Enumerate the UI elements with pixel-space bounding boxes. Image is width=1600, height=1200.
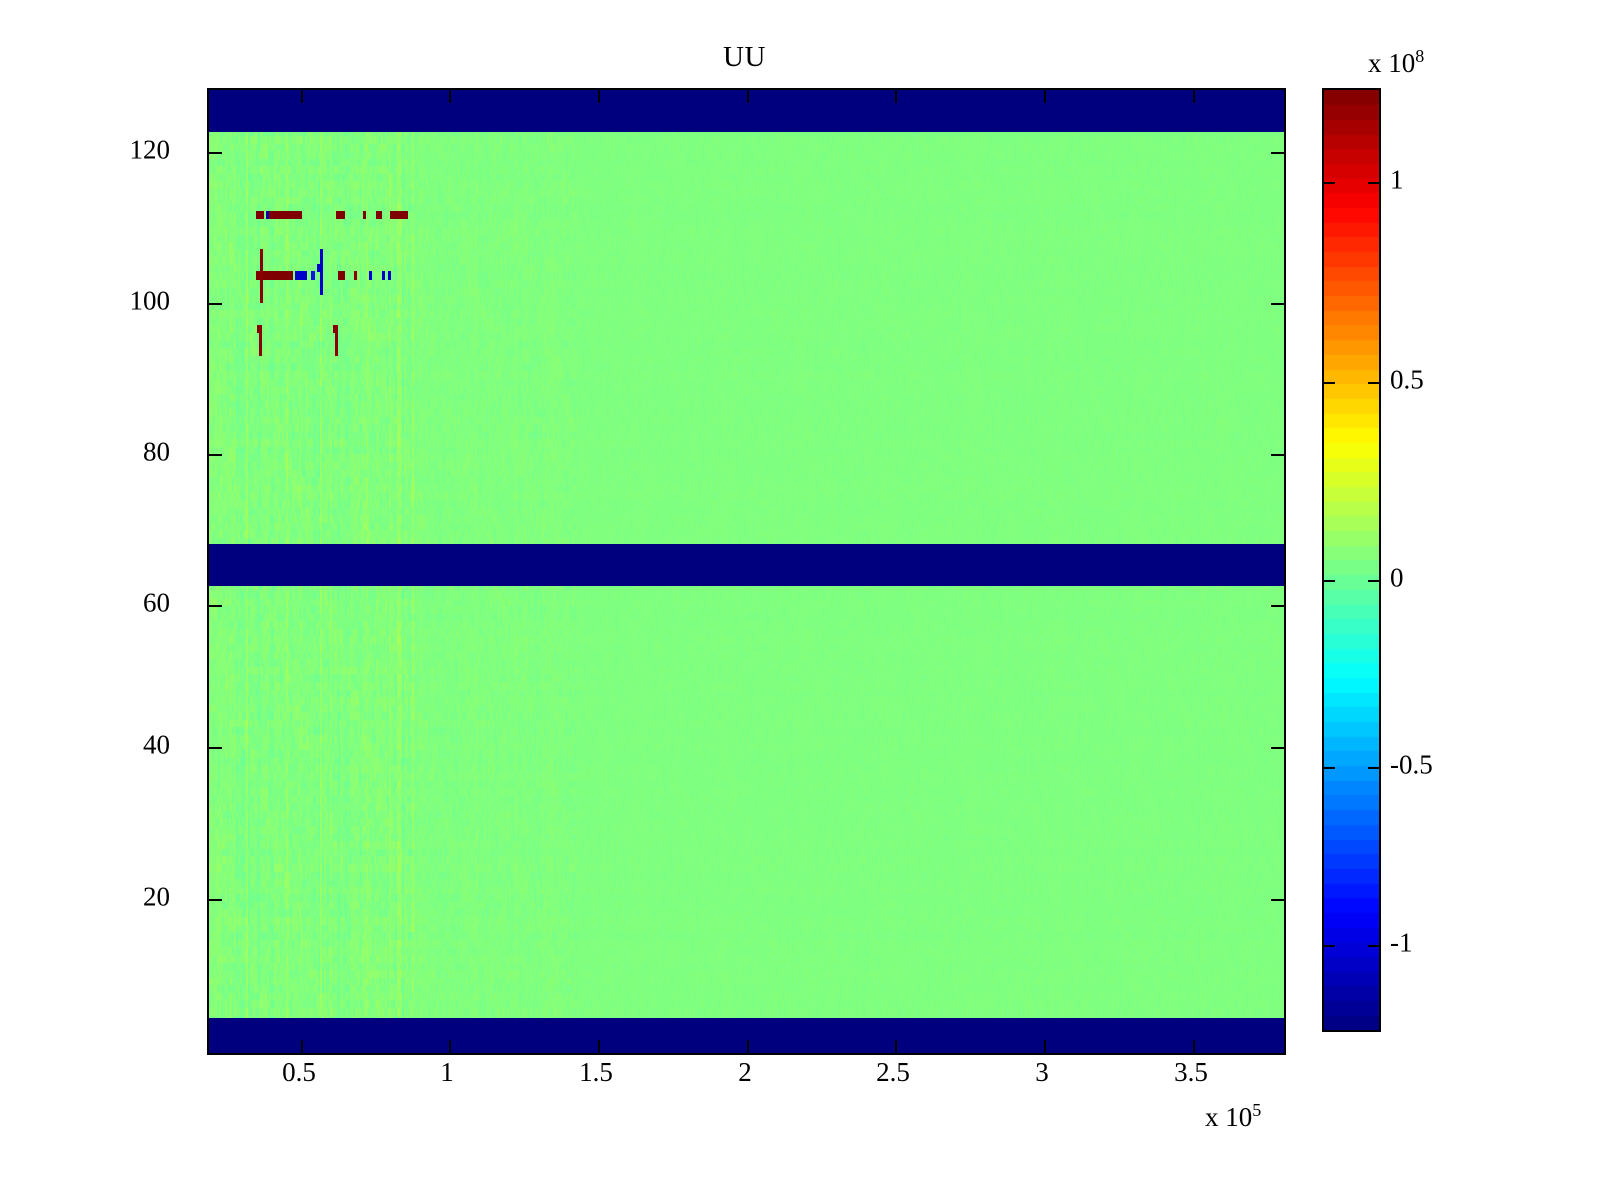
colorbar-tick-label: -0.5 xyxy=(1390,749,1433,780)
y-tick-mark xyxy=(209,899,222,901)
x-tick-mark xyxy=(598,1040,600,1053)
x-tick-mark xyxy=(895,1040,897,1053)
y-tick-mark xyxy=(209,303,222,305)
colorbar-tick-mark xyxy=(1324,945,1335,947)
x-tick-mark xyxy=(1044,90,1046,103)
x-tick-label: 2.5 xyxy=(876,1057,910,1087)
colorbar[interactable] xyxy=(1322,88,1381,1032)
x-tick-mark xyxy=(598,90,600,103)
colorbar-tick-label: 0 xyxy=(1390,562,1404,593)
y-tick-mark xyxy=(209,747,222,749)
heatmap-axes[interactable] xyxy=(207,88,1286,1055)
heatmap-image xyxy=(209,90,1284,1053)
y-tick-mark xyxy=(1271,303,1284,305)
colorbar-tick-mark xyxy=(1368,945,1379,947)
y-tick-label: 80 xyxy=(143,436,170,467)
x-tick-label: 3.5 xyxy=(1174,1057,1208,1087)
colorbar-tick-mark xyxy=(1324,382,1335,384)
colorbar-tick-mark xyxy=(1368,182,1379,184)
x-tick-label: 1 xyxy=(440,1057,454,1087)
colorbar-gradient xyxy=(1324,90,1379,1030)
x-tick-mark xyxy=(895,90,897,103)
y-tick-mark xyxy=(209,454,222,456)
x-exponent-mantissa: x 10 xyxy=(1205,1102,1253,1132)
x-axis-exponent-label: x 105 xyxy=(1205,1100,1262,1133)
x-tick-mark xyxy=(449,1040,451,1053)
colorbar-tick-label: -1 xyxy=(1390,927,1413,958)
y-tick-mark xyxy=(1271,605,1284,607)
x-tick-mark xyxy=(747,90,749,103)
x-tick-mark xyxy=(1193,1040,1195,1053)
x-tick-label: 3 xyxy=(1035,1057,1049,1087)
y-tick-mark xyxy=(1271,152,1284,154)
colorbar-tick-label: 1 xyxy=(1390,164,1404,195)
y-tick-label: 120 xyxy=(129,134,171,165)
colorbar-tick-mark xyxy=(1368,580,1379,582)
x-tick-label: 1.5 xyxy=(579,1057,613,1087)
y-tick-mark xyxy=(1271,899,1284,901)
x-tick-mark xyxy=(301,90,303,103)
colorbar-tick-mark xyxy=(1368,767,1379,769)
y-tick-label: 20 xyxy=(143,881,170,912)
y-tick-mark xyxy=(1271,747,1284,749)
x-tick-mark xyxy=(1044,1040,1046,1053)
colorbar-tick-mark xyxy=(1324,767,1335,769)
colorbar-tick-label: 0.5 xyxy=(1390,364,1424,395)
x-exponent-power: 5 xyxy=(1252,1100,1262,1120)
y-tick-mark xyxy=(209,152,222,154)
page-title: UU xyxy=(723,41,766,73)
x-tick-label: 0.5 xyxy=(282,1057,316,1087)
y-tick-label: 40 xyxy=(143,729,170,760)
x-tick-mark xyxy=(747,1040,749,1053)
x-tick-mark xyxy=(449,90,451,103)
cb-exponent-mantissa: x 10 xyxy=(1368,48,1416,78)
colorbar-exponent-label: x 108 xyxy=(1368,46,1425,79)
y-tick-mark xyxy=(209,605,222,607)
y-tick-label: 100 xyxy=(129,285,171,316)
x-tick-mark xyxy=(301,1040,303,1053)
y-tick-label: 60 xyxy=(143,587,170,618)
y-tick-mark xyxy=(1271,454,1284,456)
colorbar-tick-mark xyxy=(1324,580,1335,582)
colorbar-tick-mark xyxy=(1368,382,1379,384)
colorbar-tick-mark xyxy=(1324,182,1335,184)
cb-exponent-power: 8 xyxy=(1415,46,1425,66)
x-tick-label: 2 xyxy=(738,1057,752,1087)
x-tick-mark xyxy=(1193,90,1195,103)
